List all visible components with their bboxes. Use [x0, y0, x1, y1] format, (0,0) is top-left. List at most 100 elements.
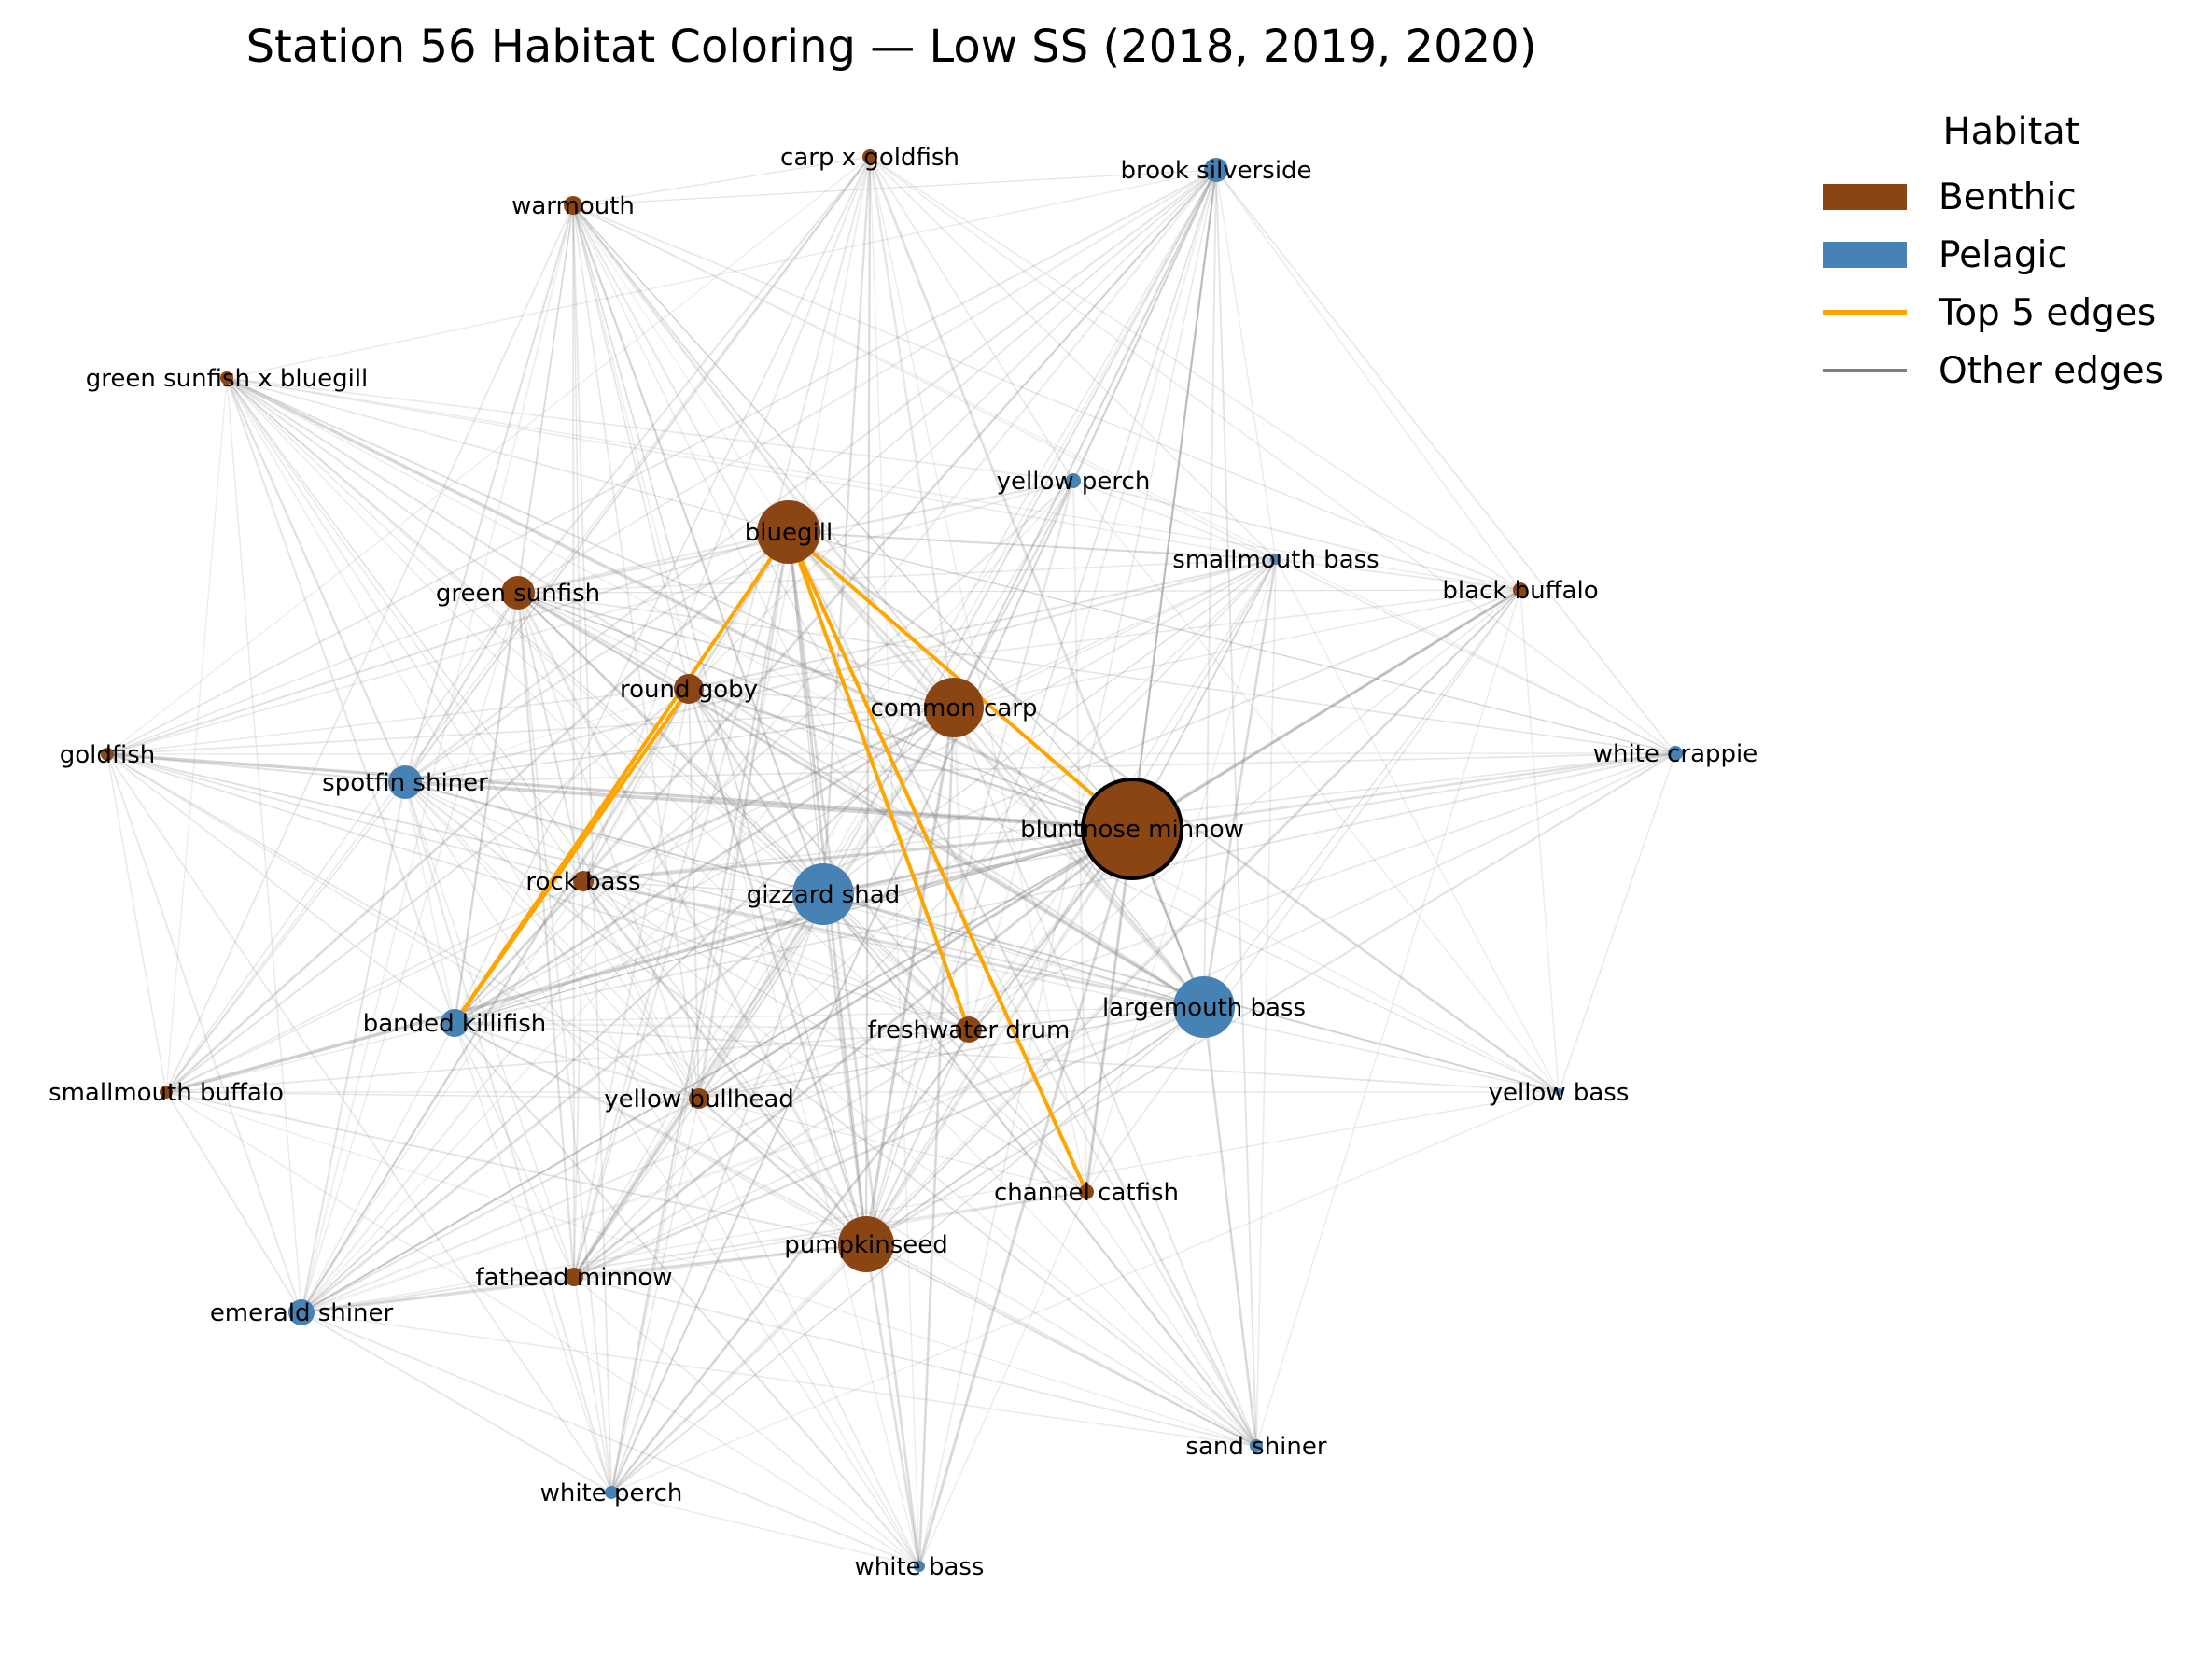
top-edges-layer	[453, 530, 1134, 1193]
node-fathead-minnow	[565, 1268, 583, 1286]
node-brook-silverside	[1204, 158, 1228, 182]
edge-freshwater-drum--pumpkinseed	[865, 1029, 970, 1245]
node-spotfin-shiner	[388, 765, 422, 799]
edge-bluntnose-minnow--channel-catfish	[1085, 828, 1134, 1193]
node-banded-killifish	[441, 1009, 469, 1037]
edge-bluegill--smallmouth-buffalo	[165, 531, 790, 1093]
pelagic-swatch	[1823, 242, 1907, 268]
edge-emerald-shiner--white-perch	[301, 1311, 612, 1493]
node-green-sunfish-x-bluegill	[220, 371, 233, 385]
edge-green-sunfish--rock-bass	[517, 592, 584, 882]
node-label-pumpkinseed: pumpkinseed	[784, 1231, 948, 1259]
edge-smallmouth-bass--white-crappie	[1275, 558, 1676, 754]
edge-carp-x-goldfish--yellow-perch	[869, 156, 1074, 482]
legend-item-benthic: Benthic	[1815, 168, 2189, 226]
edge-goldfish--spotfin-shiner	[106, 752, 406, 784]
edge-green-sunfish--fathead-minnow	[516, 592, 576, 1278]
edge-common-carp--freshwater-drum	[952, 707, 971, 1030]
edge-brook-silverside--spotfin-shiner	[404, 169, 1217, 783]
edge-round-goby--common-carp	[688, 687, 955, 709]
edge-bluegill--fathead-minnow	[573, 531, 790, 1278]
node-label-warmouth: warmouth	[511, 192, 635, 220]
legend-label-pelagic: Pelagic	[1939, 233, 2067, 276]
edge-bluntnose-minnow--white-bass	[917, 828, 1134, 1567]
edge-spotfin-shiner--yellow-bass	[404, 781, 1560, 1093]
edge-round-goby--rock-bass	[582, 688, 690, 882]
edge-white-perch--white-bass	[610, 1492, 920, 1567]
node-carp-x-goldfish	[862, 149, 877, 164]
edge-green-sunfish-x-bluegill--yellow-bass	[226, 377, 1560, 1093]
node-label-white-perch: white perch	[540, 1479, 683, 1507]
edge-channel-catfish--emerald-shiner	[301, 1191, 1087, 1313]
edge-brook-silverside--channel-catfish	[1085, 169, 1217, 1193]
edge-largemouth-bass--white-perch	[610, 1006, 1205, 1493]
edge-bluegill--yellow-bullhead	[697, 531, 791, 1100]
edge-smallmouth-bass--pumpkinseed	[865, 558, 1277, 1245]
node-round-goby	[674, 674, 704, 704]
edge-common-carp--white-bass	[917, 707, 956, 1567]
edge-yellow-bullhead--emerald-shiner	[301, 1098, 700, 1313]
edge-white-crappie--banded-killifish	[454, 752, 1676, 1024]
edge-green-sunfish--banded-killifish	[453, 592, 520, 1024]
node-label-smallmouth-buffalo: smallmouth buffalo	[49, 1079, 284, 1107]
node-label-green-sunfish-x-bluegill: green sunfish x bluegill	[86, 365, 369, 393]
edge-carp-x-goldfish--banded-killifish	[454, 156, 871, 1024]
node-yellow-bullhead	[689, 1088, 709, 1109]
edge-white-crappie--bluntnose-minnow	[1131, 751, 1676, 831]
edge-spotfin-shiner--pumpkinseed	[404, 781, 867, 1245]
edge-black-buffalo--common-carp	[953, 589, 1521, 708]
edge-round-goby--emerald-shiner	[301, 688, 690, 1313]
edge-smallmouth-bass--channel-catfish	[1085, 558, 1277, 1193]
edge-gizzard-shad--largemouth-bass	[822, 893, 1205, 1008]
node-label-emerald-shiner: emerald shiner	[210, 1299, 394, 1327]
edge-bluegill--gizzard-shad	[788, 531, 824, 895]
edge-smallmouth-bass--banded-killifish	[454, 558, 1277, 1024]
edge-warmouth--smallmouth-bass	[572, 204, 1277, 560]
edge-green-sunfish--white-perch	[517, 592, 612, 1493]
edge-goldfish--emerald-shiner	[106, 753, 302, 1313]
edge-emerald-shiner--white-bass	[301, 1311, 920, 1567]
legend-title: Habitat	[1942, 110, 2080, 153]
edge-green-sunfish-x-bluegill--pumpkinseed	[226, 377, 867, 1245]
edge-carp-x-goldfish--white-crappie	[869, 156, 1676, 754]
edge-brook-silverside--pumpkinseed	[865, 169, 1217, 1245]
edge-warmouth--black-buffalo	[572, 204, 1521, 591]
edge-yellow-perch--emerald-shiner	[301, 480, 1074, 1313]
edge-warmouth--bluntnose-minnow	[572, 204, 1133, 830]
edge-green-sunfish-x-bluegill--banded-killifish	[226, 377, 455, 1024]
edge-smallmouth-bass--smallmouth-buffalo	[165, 558, 1277, 1093]
edge-carp-x-goldfish--spotfin-shiner	[404, 156, 871, 783]
edge-brook-silverside--fathead-minnow	[573, 169, 1217, 1278]
node-green-sunfish	[501, 576, 535, 610]
edge-warmouth--spotfin-shiner	[404, 204, 574, 783]
edge-green-sunfish--freshwater-drum	[517, 592, 970, 1030]
edge-green-sunfish-x-bluegill--spotfin-shiner	[225, 377, 407, 783]
edge-round-goby--gizzard-shad	[687, 688, 825, 895]
edge-black-buffalo--white-perch	[610, 589, 1521, 1493]
edge-rock-bass--smallmouth-buffalo	[165, 880, 584, 1093]
edge-warmouth--largemouth-bass	[572, 204, 1205, 1008]
edge-smallmouth-bass--sand-shiner	[1255, 558, 1277, 1447]
edge-green-sunfish-x-bluegill--yellow-bullhead	[226, 377, 700, 1100]
edge-yellow-bullhead--white-perch	[610, 1098, 700, 1493]
top-edge-round-goby--banded-killifish	[453, 687, 691, 1025]
edge-black-buffalo--green-sunfish	[517, 589, 1521, 594]
node-label-channel-catfish: channel catfish	[994, 1179, 1179, 1207]
edge-goldfish--rock-bass	[106, 753, 584, 882]
edge-smallmouth-buffalo--sand-shiner	[165, 1091, 1257, 1447]
edge-gizzard-shad--freshwater-drum	[822, 893, 970, 1030]
edge-green-sunfish-x-bluegill--white-bass	[226, 377, 920, 1567]
edge-green-sunfish-x-bluegill--bluntnose-minnow	[226, 376, 1133, 831]
edge-green-sunfish--goldfish	[106, 592, 519, 755]
edge-round-goby--fathead-minnow	[573, 688, 690, 1278]
node-channel-catfish	[1079, 1184, 1094, 1199]
edge-freshwater-drum--fathead-minnow	[573, 1029, 970, 1278]
edge-green-sunfish-x-bluegill--black-buffalo	[226, 377, 1521, 591]
edge-bluegill--white-bass	[787, 531, 921, 1567]
edge-warmouth--rock-bass	[572, 204, 584, 882]
edge-spotfin-shiner--white-perch	[403, 781, 613, 1493]
node-pumpkinseed	[838, 1216, 894, 1272]
edge-bluegill--smallmouth-bass	[788, 530, 1277, 561]
edge-gizzard-shad--white-perch	[609, 893, 825, 1493]
node-white-perch	[605, 1486, 618, 1499]
